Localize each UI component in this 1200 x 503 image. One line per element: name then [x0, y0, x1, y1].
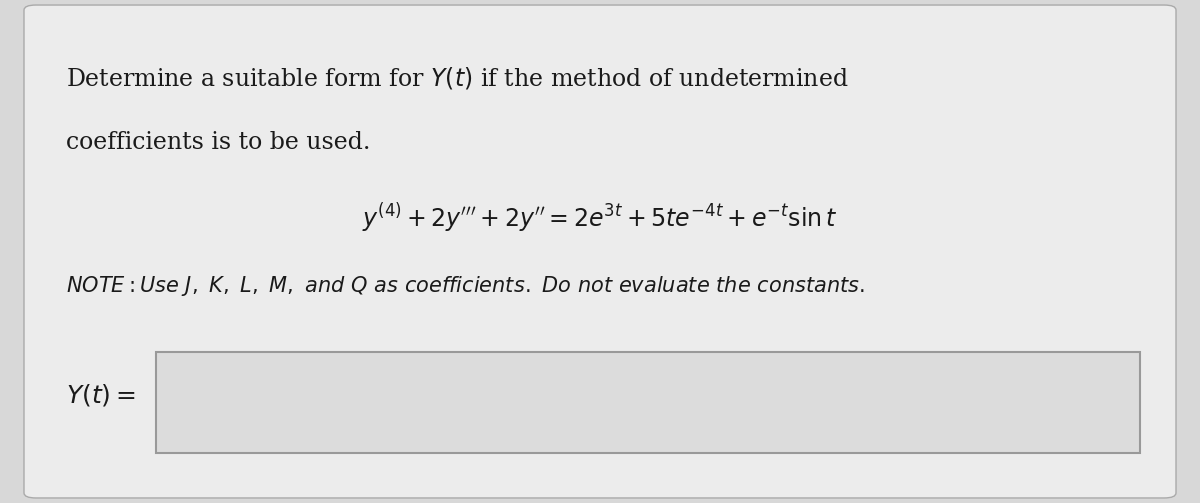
Text: $y^{(4)} + 2y''' + 2y'' = 2e^{3t} + 5te^{-4t} + e^{-t}\sin t$: $y^{(4)} + 2y''' + 2y'' = 2e^{3t} + 5te^… [362, 201, 838, 235]
Text: $\it{NOTE: Use\ J,\ K,\ L,\ M,\ and\ Q\ as\ coefficients.\ Do\ not\ evaluate\ th: $\it{NOTE: Use\ J,\ K,\ L,\ M,\ and\ Q\ … [66, 274, 865, 298]
FancyBboxPatch shape [156, 352, 1140, 453]
Text: $Y(t) =$: $Y(t) =$ [66, 382, 136, 408]
Text: Determine a suitable form for $Y(t)$ if the method of undetermined: Determine a suitable form for $Y(t)$ if … [66, 65, 848, 92]
FancyBboxPatch shape [24, 5, 1176, 498]
Text: coefficients is to be used.: coefficients is to be used. [66, 131, 371, 154]
